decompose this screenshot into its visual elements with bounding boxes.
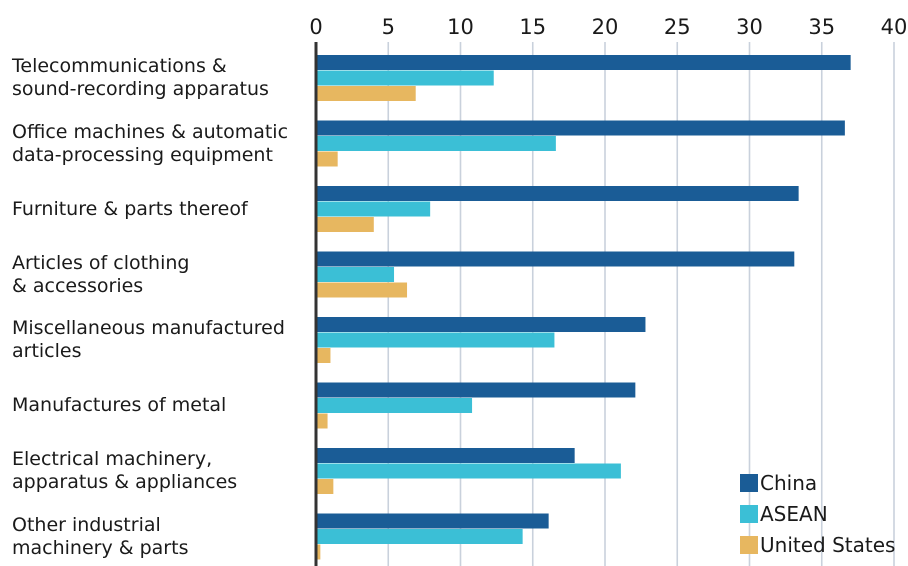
- category-label: Electrical machinery, apparatus & applian…: [12, 448, 307, 494]
- category-label-line: apparatus & appliances: [12, 471, 238, 493]
- category-label-line: Articles of clothing: [12, 252, 190, 274]
- legend-label: United States: [760, 532, 896, 557]
- bar-china: [316, 448, 575, 463]
- legend-label: China: [760, 470, 818, 495]
- bar-united-states: [316, 86, 416, 101]
- legend-swatch: [740, 535, 758, 554]
- x-tick-label: 25: [664, 15, 691, 39]
- category-label-line: Furniture & parts thereof: [12, 198, 248, 220]
- bar-united-states: [316, 217, 374, 232]
- bar-united-states: [316, 348, 331, 363]
- x-tick-label: 35: [808, 15, 835, 39]
- bar-asean: [316, 201, 431, 217]
- category-label: Office machines & automatic data-processi…: [12, 121, 307, 167]
- x-tick-label: 20: [592, 15, 619, 39]
- category-label-line: Manufactures of metal: [12, 394, 227, 416]
- category-label-line: Electrical machinery,: [12, 448, 213, 470]
- bar-united-states: [316, 413, 328, 429]
- bar-united-states: [316, 282, 408, 298]
- bar-united-states: [316, 544, 321, 560]
- x-tick-label: 0: [309, 15, 322, 39]
- category-label-line: Miscellaneous manufactured: [12, 317, 285, 339]
- x-tick-label: 15: [519, 15, 546, 39]
- bar-china: [316, 186, 799, 201]
- x-tick-label: 5: [382, 15, 395, 39]
- category-label-line: data-processing equipment: [12, 144, 273, 166]
- x-tick-label: 40: [881, 15, 908, 39]
- legend-swatch: [740, 473, 758, 492]
- legend-swatch: [740, 504, 758, 523]
- bar-asean: [316, 267, 395, 282]
- bar-asean: [316, 136, 556, 151]
- category-label: Other industrial machinery & parts: [12, 514, 307, 560]
- category-label: Miscellaneous manufactured articles: [12, 317, 307, 363]
- category-label: Manufactures of metal: [12, 394, 307, 417]
- category-label: Furniture & parts thereof: [12, 198, 307, 221]
- bar-asean: [316, 70, 494, 86]
- category-label-line: sound-recording apparatus: [12, 78, 269, 100]
- legend-item: United States: [740, 529, 908, 560]
- bar-asean: [316, 332, 555, 348]
- category-label-line: Office machines & automatic: [12, 121, 289, 143]
- bar-china: [316, 513, 549, 529]
- bar-china: [316, 382, 636, 398]
- bar-china: [316, 120, 845, 136]
- x-tick-labels: 0 5 10 15 20 25 30 35 40: [309, 15, 907, 39]
- category-label: Articles of clothing & accessories: [12, 252, 307, 298]
- category-label: Telecommunications & sound-recording appa…: [12, 55, 307, 101]
- category-label-line: articles: [12, 340, 82, 362]
- category-label-line: machinery & parts: [12, 537, 189, 559]
- category-label-line: Other industrial: [12, 514, 161, 536]
- bar-asean: [316, 398, 473, 413]
- legend-label: ASEAN: [760, 501, 828, 526]
- bar-united-states: [316, 479, 334, 494]
- bar-united-states: [316, 151, 338, 167]
- category-label-line: & accessories: [12, 275, 144, 297]
- bar-china: [316, 55, 851, 70]
- category-label-line: Telecommunications &: [12, 55, 227, 77]
- legend-item: ASEAN: [740, 498, 908, 529]
- bar-china: [316, 317, 646, 332]
- legend-item: China: [740, 467, 908, 498]
- bar-china: [316, 251, 795, 267]
- bar-asean: [316, 463, 621, 479]
- x-tick-label: 10: [447, 15, 474, 39]
- x-tick-label: 30: [736, 15, 763, 39]
- bars: [316, 55, 851, 560]
- legend: China ASEAN United States: [740, 467, 908, 560]
- bar-asean: [316, 529, 523, 544]
